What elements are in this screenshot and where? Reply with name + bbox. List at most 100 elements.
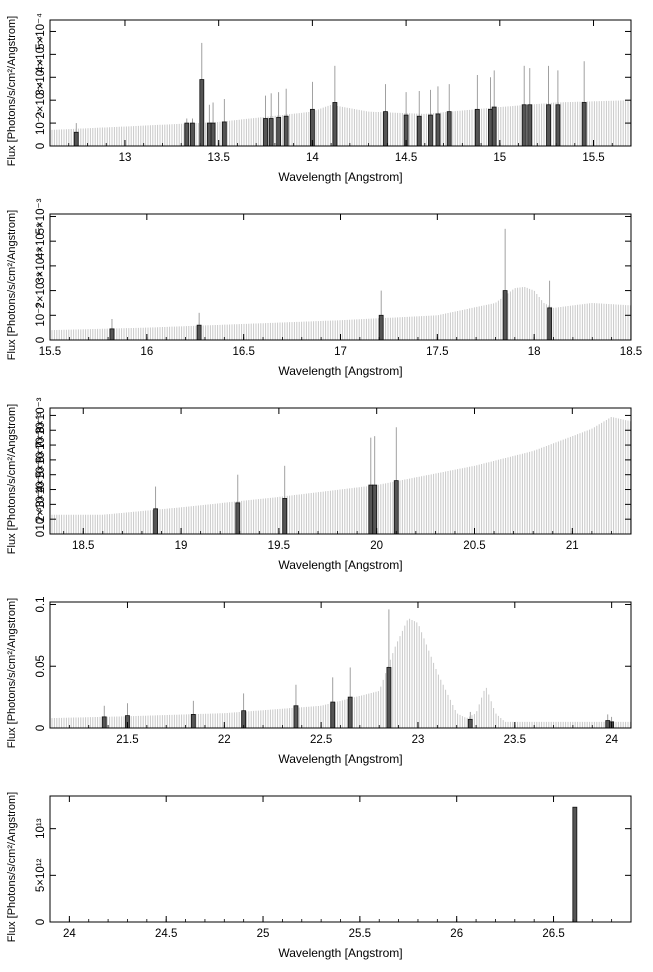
- data-bar: [368, 484, 374, 534]
- y-axis-label: Flux [Photons/s/cm²/Angstrom]: [6, 210, 18, 360]
- data-bar: [125, 715, 130, 728]
- x-tick-label: 15.5: [582, 152, 604, 164]
- plot-area: [51, 417, 631, 534]
- chart-panel-2: 15.5 16 16.5 17 17.5 18 18.5 0 10⁻³ 2×10⁻³ 3×10⁻³ 4…: [0, 194, 653, 388]
- y-tick-label: 6×10⁻³: [35, 427, 47, 463]
- x-tick-label: 19: [175, 540, 188, 552]
- data-bar: [491, 106, 497, 146]
- y-tick-label: 0: [35, 531, 47, 537]
- x-tick-label: 13: [119, 152, 132, 164]
- data-bar: [372, 484, 378, 534]
- model-hatch: [51, 417, 631, 534]
- x-tick-label: 21.5: [116, 734, 138, 746]
- model-hatch: [51, 287, 631, 340]
- y-tick-label: 3×10⁻³: [35, 248, 47, 284]
- plot-area: [51, 42, 631, 146]
- x-axis-label: Wavelength [Angstrom]: [278, 946, 402, 960]
- y-tick-label: 2×10⁻³: [35, 273, 47, 309]
- data-bar: [268, 118, 274, 146]
- y-axis-label: Flux [Photons/s/cm²/Angstrom]: [6, 16, 18, 166]
- x-tick-label: 26.5: [542, 928, 564, 940]
- y-axis-label: Flux [Photons/s/cm²/Angstrom]: [6, 404, 18, 554]
- y-axis-label: Flux [Photons/s/cm²/Angstrom]: [6, 598, 18, 748]
- data-bar: [235, 502, 241, 534]
- model-hatch: [51, 618, 631, 728]
- chart-1-svg: 13 13.5 14 14.5 15 15.5 0 10⁻⁴2×10⁻⁴3×10⁻⁴4×10⁻…: [6, 13, 632, 184]
- y-tick-label: 0.05: [35, 655, 47, 677]
- x-axis-label: Wavelength [Angstrom]: [278, 170, 402, 184]
- x-tick-label: 15: [493, 152, 506, 164]
- axes-frame: [49, 795, 632, 923]
- chart-panel-1: 13 13.5 14 14.5 15 15.5 0 10⁻⁴ 2×10⁻⁴ 3×10⁻⁴ 4×10⁻…: [0, 0, 653, 194]
- x-tick-label: 18.5: [620, 346, 642, 358]
- x-tick-label: 20: [370, 540, 383, 552]
- y-tick-label: 4×10⁻⁴: [35, 36, 47, 73]
- x-tick-label: 21: [566, 540, 579, 552]
- plot-area: [51, 609, 631, 728]
- x-tick-label: 13.5: [207, 152, 229, 164]
- y-tick-label: 0: [35, 143, 47, 149]
- y-tick-label: 10⁻³: [35, 508, 47, 531]
- data-bar: [605, 720, 611, 728]
- data-bar: [383, 111, 388, 146]
- y-tick-label: 10⁻⁴: [35, 111, 47, 135]
- data-bar: [521, 104, 527, 146]
- x-tick-label: 18.5: [72, 540, 94, 552]
- data-bar: [428, 114, 433, 146]
- data-bar: [467, 718, 473, 728]
- axes-frame: [49, 19, 632, 147]
- x-tick-label: 17: [334, 346, 347, 358]
- x-tick-label: 19.5: [268, 540, 290, 552]
- data-bar: [555, 104, 561, 146]
- y-tick-label: 5×10⁻⁴: [35, 13, 47, 50]
- y-tick-label: 0: [35, 919, 47, 925]
- data-bar: [572, 806, 578, 922]
- y-tick-label: 8×10⁻³: [35, 397, 47, 433]
- data-bar: [184, 122, 190, 146]
- data-bar: [474, 108, 480, 146]
- y-tick-label: 0: [35, 337, 47, 343]
- data-bar: [393, 480, 399, 534]
- x-tick-label: 22.5: [310, 734, 332, 746]
- data-bar: [527, 104, 533, 146]
- chart-5-svg: 24 24.5 25 25.5 26 26.5 0 5×10¹² 10¹³ Wavelength …: [6, 792, 632, 960]
- y-tick-label: 0.1: [35, 596, 47, 612]
- y-tick-label: 3×10⁻³: [35, 471, 47, 507]
- y-axis-label: Flux [Photons/s/cm²/Angstrom]: [6, 792, 18, 942]
- data-bar: [378, 314, 384, 340]
- data-bar: [435, 113, 441, 146]
- data-bar: [210, 122, 216, 146]
- data-bar: [199, 79, 205, 146]
- chart-3-svg: 18.5 19 19.5 20 20.5 21 010⁻³2×10⁻³3×10⁻³4×10⁻…: [6, 397, 632, 572]
- y-tick-label: 0: [35, 725, 47, 731]
- data-bar: [101, 716, 107, 728]
- axes-frame: [49, 407, 632, 535]
- y-tick-label: 10⁻³: [35, 304, 47, 327]
- chart-4-svg: 21.5 22 22.5 23 23.5 24 0 0.05 0.1 Wavelength [An…: [6, 596, 632, 766]
- data-bar: [283, 115, 289, 146]
- data-bar: [109, 328, 115, 340]
- data-bar: [73, 131, 79, 146]
- data-bar: [153, 508, 159, 534]
- x-tick-label: 17.5: [426, 346, 448, 358]
- x-tick-label: 16: [140, 346, 153, 358]
- x-tick-label: 24.5: [155, 928, 177, 940]
- model-hatch: [51, 100, 631, 146]
- data-bar: [446, 111, 452, 146]
- x-tick-label: 24: [605, 734, 618, 746]
- chart-panel-3: 18.5 19 19.5 20 20.5 21 0 10⁻³ 2×10⁻³ 3×10⁻³ 4×10⁻…: [0, 388, 653, 582]
- data-bar: [547, 307, 553, 340]
- y-tick-label: 5×10⁻³: [35, 442, 47, 478]
- plot-area: [572, 806, 578, 922]
- y-tick-label: 5×10¹²: [35, 858, 47, 892]
- y-tick-label: 7×10⁻³: [35, 412, 47, 448]
- y-tick-label: 4×10⁻³: [35, 223, 47, 259]
- data-bar: [386, 667, 392, 728]
- y-tick-label: 3×10⁻⁴: [35, 59, 47, 96]
- data-bar: [276, 116, 282, 146]
- data-bar: [416, 115, 422, 146]
- data-bar: [502, 290, 508, 340]
- data-bar: [282, 498, 288, 534]
- x-tick-label: 15.5: [39, 346, 61, 358]
